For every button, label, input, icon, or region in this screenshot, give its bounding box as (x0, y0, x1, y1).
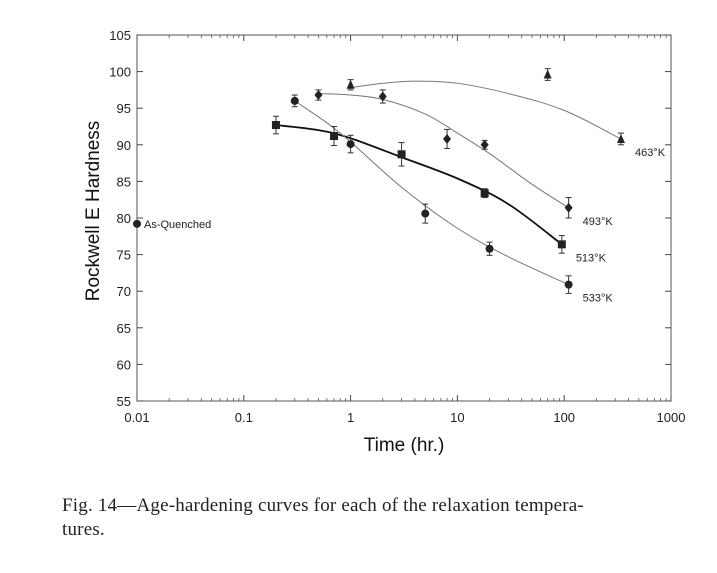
y-tick-label: 90 (117, 138, 131, 153)
data-markers (133, 68, 625, 294)
y-tick-label: 55 (117, 394, 131, 409)
data-point (564, 202, 573, 213)
fit-curve-463°K (350, 80, 622, 140)
series-label: 493°K (583, 216, 614, 228)
series-label: 533°K (583, 293, 614, 305)
data-point (346, 140, 355, 149)
data-point (271, 121, 280, 130)
y-tick-label: 70 (117, 284, 131, 299)
x-tick-label: 1 (347, 410, 354, 425)
fit-curve-533°K (294, 100, 569, 286)
y-tick-label: 65 (117, 321, 131, 336)
data-point (378, 91, 387, 102)
annotation-point (133, 219, 141, 228)
data-point (314, 90, 323, 101)
x-tick-label: 0.01 (124, 410, 149, 425)
chart: 0.01 0.1 1 10 100 1000 55 60 65 70 75 80 85 90 95 100 1… (83, 28, 685, 456)
caption-line-2: tures. (62, 519, 105, 540)
x-axis-title: Time (hr.) (364, 435, 445, 456)
data-point (543, 69, 552, 79)
data-point (346, 79, 355, 89)
figure-caption: Fig. 14—Age-hardening curves for each of… (62, 494, 692, 542)
y-tick-label: 60 (117, 357, 131, 372)
y-axis-title: Rockwell E Hardness (83, 121, 104, 302)
series-label: 513°K (576, 252, 607, 264)
y-axis-ticks: 55 60 65 70 75 80 85 90 95 100 105 (109, 28, 671, 409)
fit-curves (275, 80, 622, 286)
fit-curve-513°K (275, 124, 563, 246)
y-tick-label: 105 (109, 28, 131, 43)
data-point (421, 209, 430, 218)
data-point (564, 280, 573, 289)
caption-line-1: Fig. 14—Age-hardening curves for each of… (62, 495, 584, 516)
series-label: 463°K (635, 147, 666, 159)
y-tick-label: 80 (117, 211, 131, 226)
x-tick-label: 1000 (657, 410, 686, 425)
y-tick-label: 75 (117, 248, 131, 263)
x-tick-label: 100 (553, 410, 575, 425)
fit-curve-493°K (318, 93, 569, 209)
annotation-label: As-Quenched (144, 219, 211, 231)
data-point (443, 133, 452, 144)
data-point (397, 150, 406, 159)
y-tick-label: 100 (109, 65, 131, 80)
data-point (485, 244, 494, 253)
y-tick-label: 95 (117, 101, 131, 116)
data-point (557, 240, 566, 249)
data-point (330, 132, 339, 141)
data-point (480, 189, 489, 198)
x-axis-ticks: 0.01 0.1 1 10 100 1000 (124, 35, 685, 425)
x-tick-label: 10 (450, 410, 464, 425)
data-point (480, 139, 489, 150)
series-labels: 463°K 493°K 513°K 533°K As-Quenched (144, 147, 666, 305)
data-point (616, 133, 625, 143)
x-tick-label: 0.1 (235, 410, 253, 425)
y-tick-label: 85 (117, 174, 131, 189)
data-point (290, 96, 299, 105)
